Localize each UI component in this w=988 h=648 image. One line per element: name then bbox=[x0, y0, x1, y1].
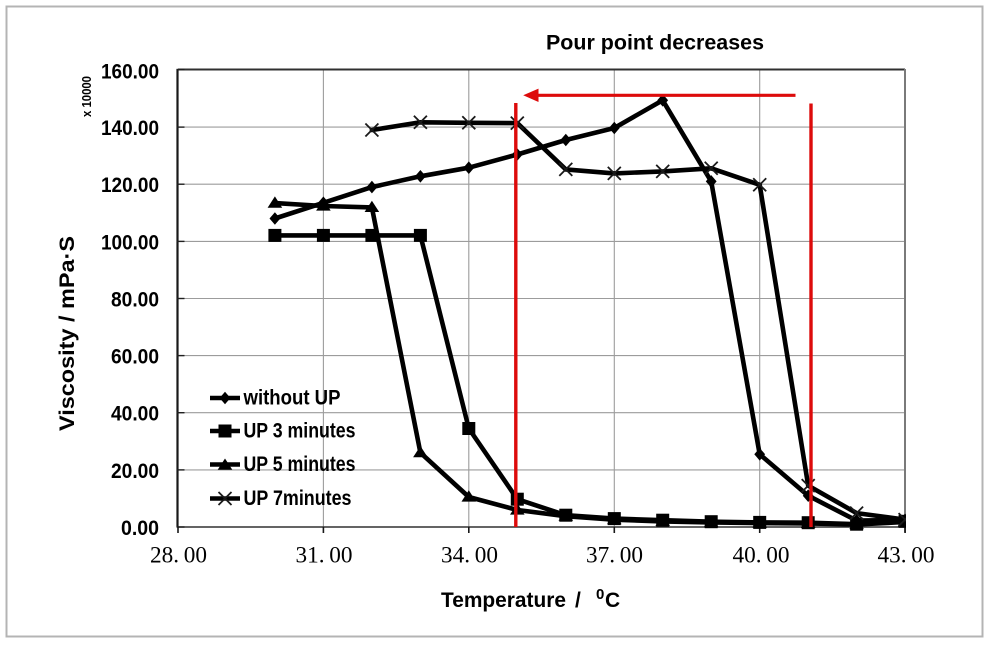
svg-text:100.00: 100.00 bbox=[101, 231, 159, 254]
svg-text:without UP: without UP bbox=[243, 387, 341, 410]
svg-text:120.00: 120.00 bbox=[101, 174, 159, 197]
svg-text:60.00: 60.00 bbox=[111, 346, 159, 369]
svg-text:34. 00: 34. 00 bbox=[441, 543, 498, 568]
svg-text:/: / bbox=[575, 589, 581, 612]
svg-text:31. 00: 31. 00 bbox=[296, 543, 353, 568]
svg-text:160.00: 160.00 bbox=[101, 61, 159, 84]
svg-text:Temperature: Temperature bbox=[441, 589, 566, 612]
svg-text:UP 7minutes: UP 7minutes bbox=[244, 487, 352, 510]
svg-text:C: C bbox=[605, 589, 620, 612]
svg-text:20.00: 20.00 bbox=[111, 460, 159, 483]
svg-text:80.00: 80.00 bbox=[111, 289, 159, 312]
svg-text:37. 00: 37. 00 bbox=[586, 543, 643, 568]
svg-text:Pour point decreases: Pour point decreases bbox=[546, 32, 764, 55]
svg-text:140.00: 140.00 bbox=[101, 117, 159, 140]
svg-text:40.00: 40.00 bbox=[111, 403, 159, 426]
svg-text:UP 3 minutes: UP 3 minutes bbox=[244, 420, 356, 443]
svg-text:40. 00: 40. 00 bbox=[733, 543, 790, 568]
svg-text:Viscosity / mPa·S: Viscosity / mPa·S bbox=[56, 236, 79, 431]
svg-text:x 10000: x 10000 bbox=[79, 76, 94, 117]
svg-text:UP 5 minutes: UP 5 minutes bbox=[244, 453, 356, 476]
svg-text:28. 00: 28. 00 bbox=[150, 543, 207, 568]
svg-text:0: 0 bbox=[596, 586, 604, 603]
svg-text:43. 00: 43. 00 bbox=[878, 543, 935, 568]
svg-text:0.00: 0.00 bbox=[121, 517, 159, 540]
